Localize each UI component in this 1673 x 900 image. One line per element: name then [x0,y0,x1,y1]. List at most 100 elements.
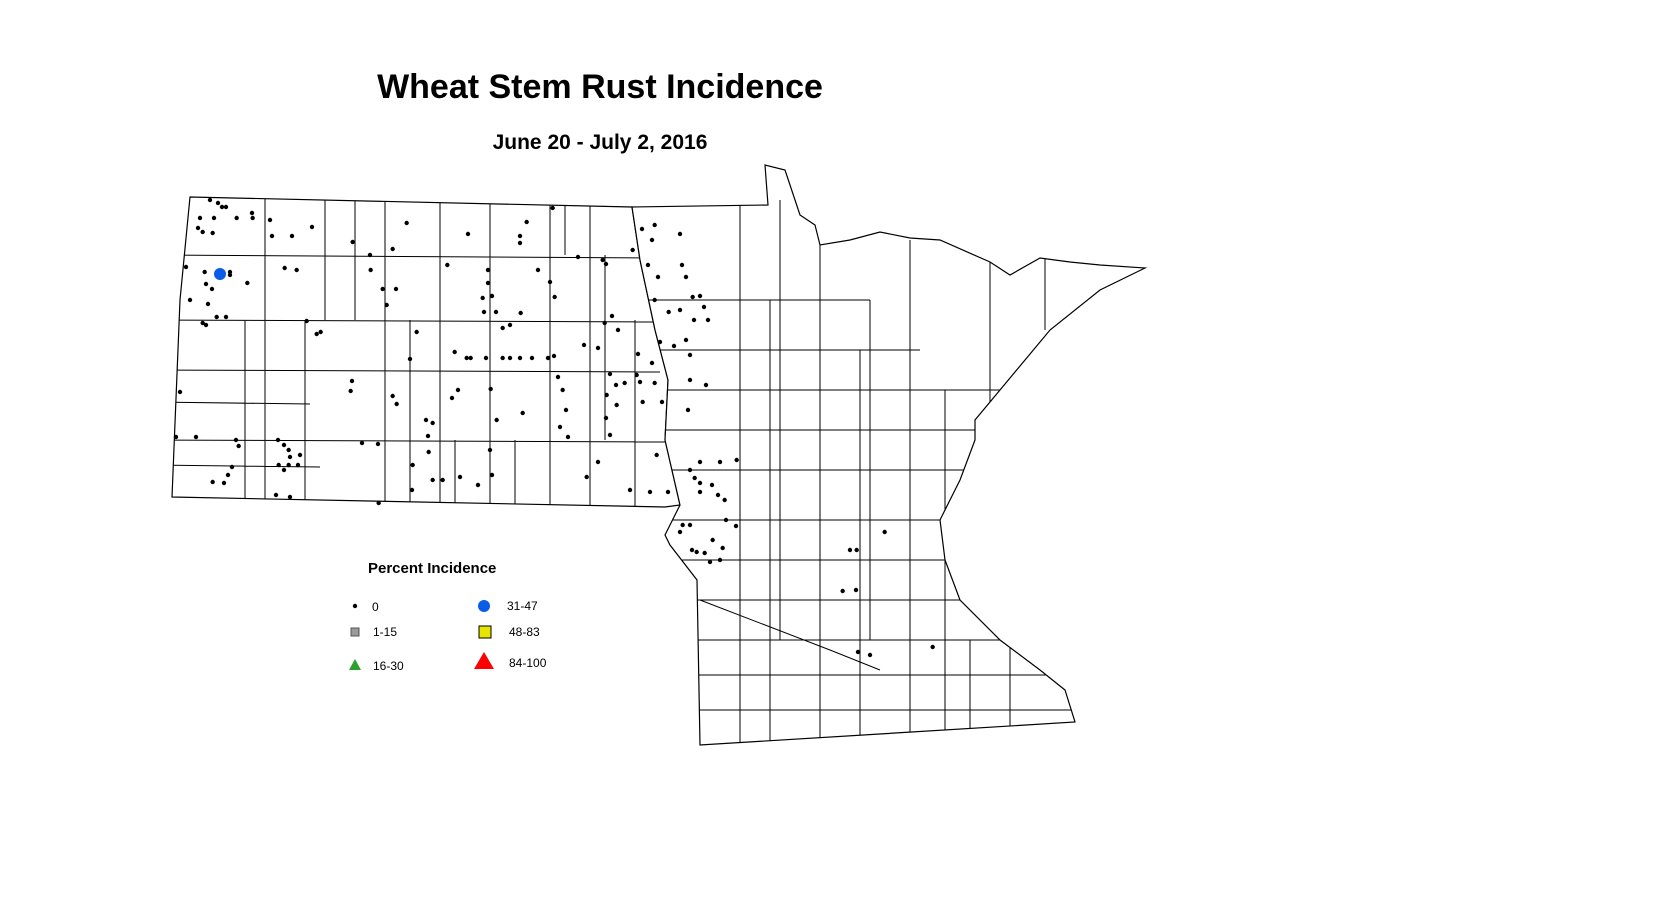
observation-point-0 [529,355,535,361]
observation-point-0 [517,233,523,239]
observation-point-0 [715,492,721,498]
observation-point-0 [607,371,613,377]
legend-triangle-red-icon [474,652,494,669]
observation-point-0 [236,443,241,449]
observation-point-0 [287,454,293,460]
map-subtitle: June 20 - July 2, 2016 [492,131,708,154]
observation-point-0 [426,449,431,455]
observation-point-0 [545,355,551,361]
observation-point-0 [683,337,689,343]
observation-point-0 [518,310,523,316]
observation-point-0 [550,205,555,211]
observation-point-0 [273,492,279,498]
observation-point-0 [604,392,609,398]
observation-point-0 [630,247,635,253]
observation-point-0 [404,220,409,226]
observation-point-0 [722,497,727,503]
observation-point-0 [440,477,445,483]
observation-point-0 [348,388,353,394]
observation-point-0 [195,225,201,231]
observation-point-0 [847,547,853,553]
observation-point-0 [524,219,529,225]
observation-point-0 [295,462,301,468]
observation-point-0 [200,320,205,326]
observation-point-0 [425,433,431,439]
observation-point-0 [665,489,671,495]
observation-point-0 [269,233,275,239]
observation-point-0 [407,356,413,362]
observation-point-0 [203,322,209,328]
observation-point-0 [210,479,215,485]
observation-point-31-47 [214,268,226,280]
observation-point-0 [380,286,385,292]
observation-point-0 [634,372,639,378]
observation-point-0 [659,399,665,405]
observation-point-0 [286,462,291,468]
observation-point-0 [500,355,505,361]
observation-point-0 [394,401,399,407]
observation-point-0 [552,294,557,300]
observation-point-0 [207,197,213,203]
observation-point-0 [677,231,683,237]
observation-point-0 [214,314,219,320]
observation-points [173,197,935,658]
observation-point-0 [409,487,415,493]
observation-point-0 [690,294,695,300]
observation-point-0 [197,215,203,221]
observation-point-0 [565,434,571,440]
observation-point-0 [867,652,873,658]
observation-point-0 [449,395,455,401]
observation-point-0 [223,314,229,320]
observation-point-0 [639,226,645,232]
observation-point-0 [853,587,859,593]
observation-point-0 [430,477,435,483]
observation-point-0 [603,261,609,267]
observation-point-0 [221,480,227,486]
observation-point-0 [723,517,729,523]
observation-point-0 [275,437,281,443]
observation-point-0 [390,393,395,399]
legend-label: 84-100 [509,656,547,670]
observation-point-0 [689,547,695,553]
observation-point-0 [701,304,707,310]
observation-point-0 [685,407,691,413]
observation-point-0 [687,352,693,358]
observation-point-0 [480,295,485,301]
observation-point-0 [493,309,499,315]
observation-point-0 [697,459,703,465]
observation-point-0 [205,301,211,307]
observation-point-0 [227,272,233,278]
observation-point-0 [203,281,209,287]
observation-point-0 [430,420,435,426]
observation-point-0 [276,462,281,468]
observation-point-0 [640,399,645,405]
observation-point-0 [622,380,627,386]
observation-point-0 [183,264,189,270]
observation-point-0 [575,254,581,260]
observation-point-0 [223,204,229,210]
observation-point-0 [854,547,859,553]
observation-point-0 [177,389,183,395]
observation-point-0 [683,274,689,280]
observation-point-0 [855,649,861,655]
observation-point-0 [680,522,685,528]
observation-point-0 [609,313,615,319]
observation-point-0 [687,522,693,528]
observation-point-0 [507,355,513,361]
observation-point-0 [655,274,661,280]
observation-point-0 [475,482,481,488]
observation-point-0 [384,302,389,308]
observation-point-0 [697,293,703,299]
observation-point-0 [602,320,607,326]
legend-label: 0 [372,600,379,614]
observation-point-0 [487,447,493,453]
observation-point-0 [547,279,553,285]
observation-point-0 [350,239,355,245]
observation-point-0 [557,424,563,430]
observation-point-0 [281,442,287,448]
legend-title: Percent Incidence [368,560,497,577]
observation-point-0 [647,489,653,495]
observation-point-0 [649,237,655,243]
observation-point-0 [694,549,699,555]
